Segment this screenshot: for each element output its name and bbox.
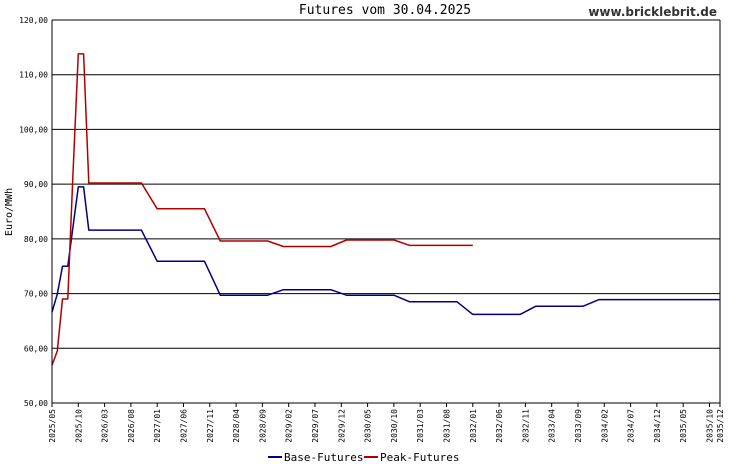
legend-label-base: Base-Futures xyxy=(284,451,363,464)
chart-title: Futures vom 30.04.2025 xyxy=(299,3,471,18)
x-tick-label: 2032/01 xyxy=(469,409,478,443)
y-axis-label: Euro/MWh xyxy=(4,188,15,236)
y-tick-label: 50,00 xyxy=(24,399,48,408)
x-tick-label: 2028/09 xyxy=(258,409,267,443)
x-tick-label: 2034/07 xyxy=(627,409,636,443)
x-tick-label: 2035/05 xyxy=(679,409,688,443)
x-tick-label: 2025/10 xyxy=(74,409,83,443)
x-tick-label: 2025/05 xyxy=(48,409,57,443)
series-line-base xyxy=(51,186,720,316)
x-tick-label: 2033/09 xyxy=(574,409,583,443)
x-tick-label: 2031/08 xyxy=(442,409,451,443)
x-tick-label: 2035/10 xyxy=(705,409,714,443)
y-tick-labels: 50,00 60,00 70,00 80,00 90,00 100,00 110,00 120… xyxy=(19,16,48,408)
x-tick-label: 2029/02 xyxy=(285,409,294,443)
x-tick-label: 2028/04 xyxy=(232,409,241,443)
y-tick-label: 120,00 xyxy=(19,16,48,25)
axes xyxy=(51,20,721,407)
x-tick-label: 2026/03 xyxy=(101,409,110,443)
y-tick-label: 90,00 xyxy=(24,180,48,189)
source-credit: www.bricklebrit.de xyxy=(588,5,717,19)
y-tick-label: 80,00 xyxy=(24,235,48,244)
x-tick-label: 2030/05 xyxy=(364,409,373,443)
x-tick-label: 2030/10 xyxy=(390,409,399,443)
x-tick-labels: 2025/05 2025/10 2026/03 2026/08 2027/01 2027/… xyxy=(48,409,725,443)
y-tick-label: 60,00 xyxy=(24,344,48,353)
x-tick-label: 2034/02 xyxy=(600,409,609,443)
x-tick-label: 2029/07 xyxy=(311,409,320,443)
legend-label-peak: Peak-Futures xyxy=(380,451,459,464)
grid-lines xyxy=(52,19,720,404)
y-tick-label: 100,00 xyxy=(19,125,48,134)
x-tick-label: 2034/12 xyxy=(653,409,662,443)
x-tick-label: 2031/03 xyxy=(416,409,425,443)
y-tick-label: 70,00 xyxy=(24,290,48,299)
x-tick-label: 2033/04 xyxy=(548,409,557,443)
x-tick-label: 2026/08 xyxy=(127,409,136,443)
x-tick-label: 2027/01 xyxy=(153,409,162,443)
x-tick-label: 2027/11 xyxy=(206,409,215,443)
x-tick-label: 2027/06 xyxy=(179,409,188,443)
x-tick-label: 2032/11 xyxy=(521,409,530,443)
x-tick-label: 2035/12 xyxy=(716,409,725,443)
legend: Base-Futures Peak-Futures xyxy=(268,451,459,464)
x-tick-label: 2029/12 xyxy=(337,409,346,443)
x-tick-label: 2032/06 xyxy=(495,409,504,443)
y-tick-label: 110,00 xyxy=(19,71,48,80)
series-line-peak xyxy=(51,53,473,366)
series-lines xyxy=(51,53,720,366)
